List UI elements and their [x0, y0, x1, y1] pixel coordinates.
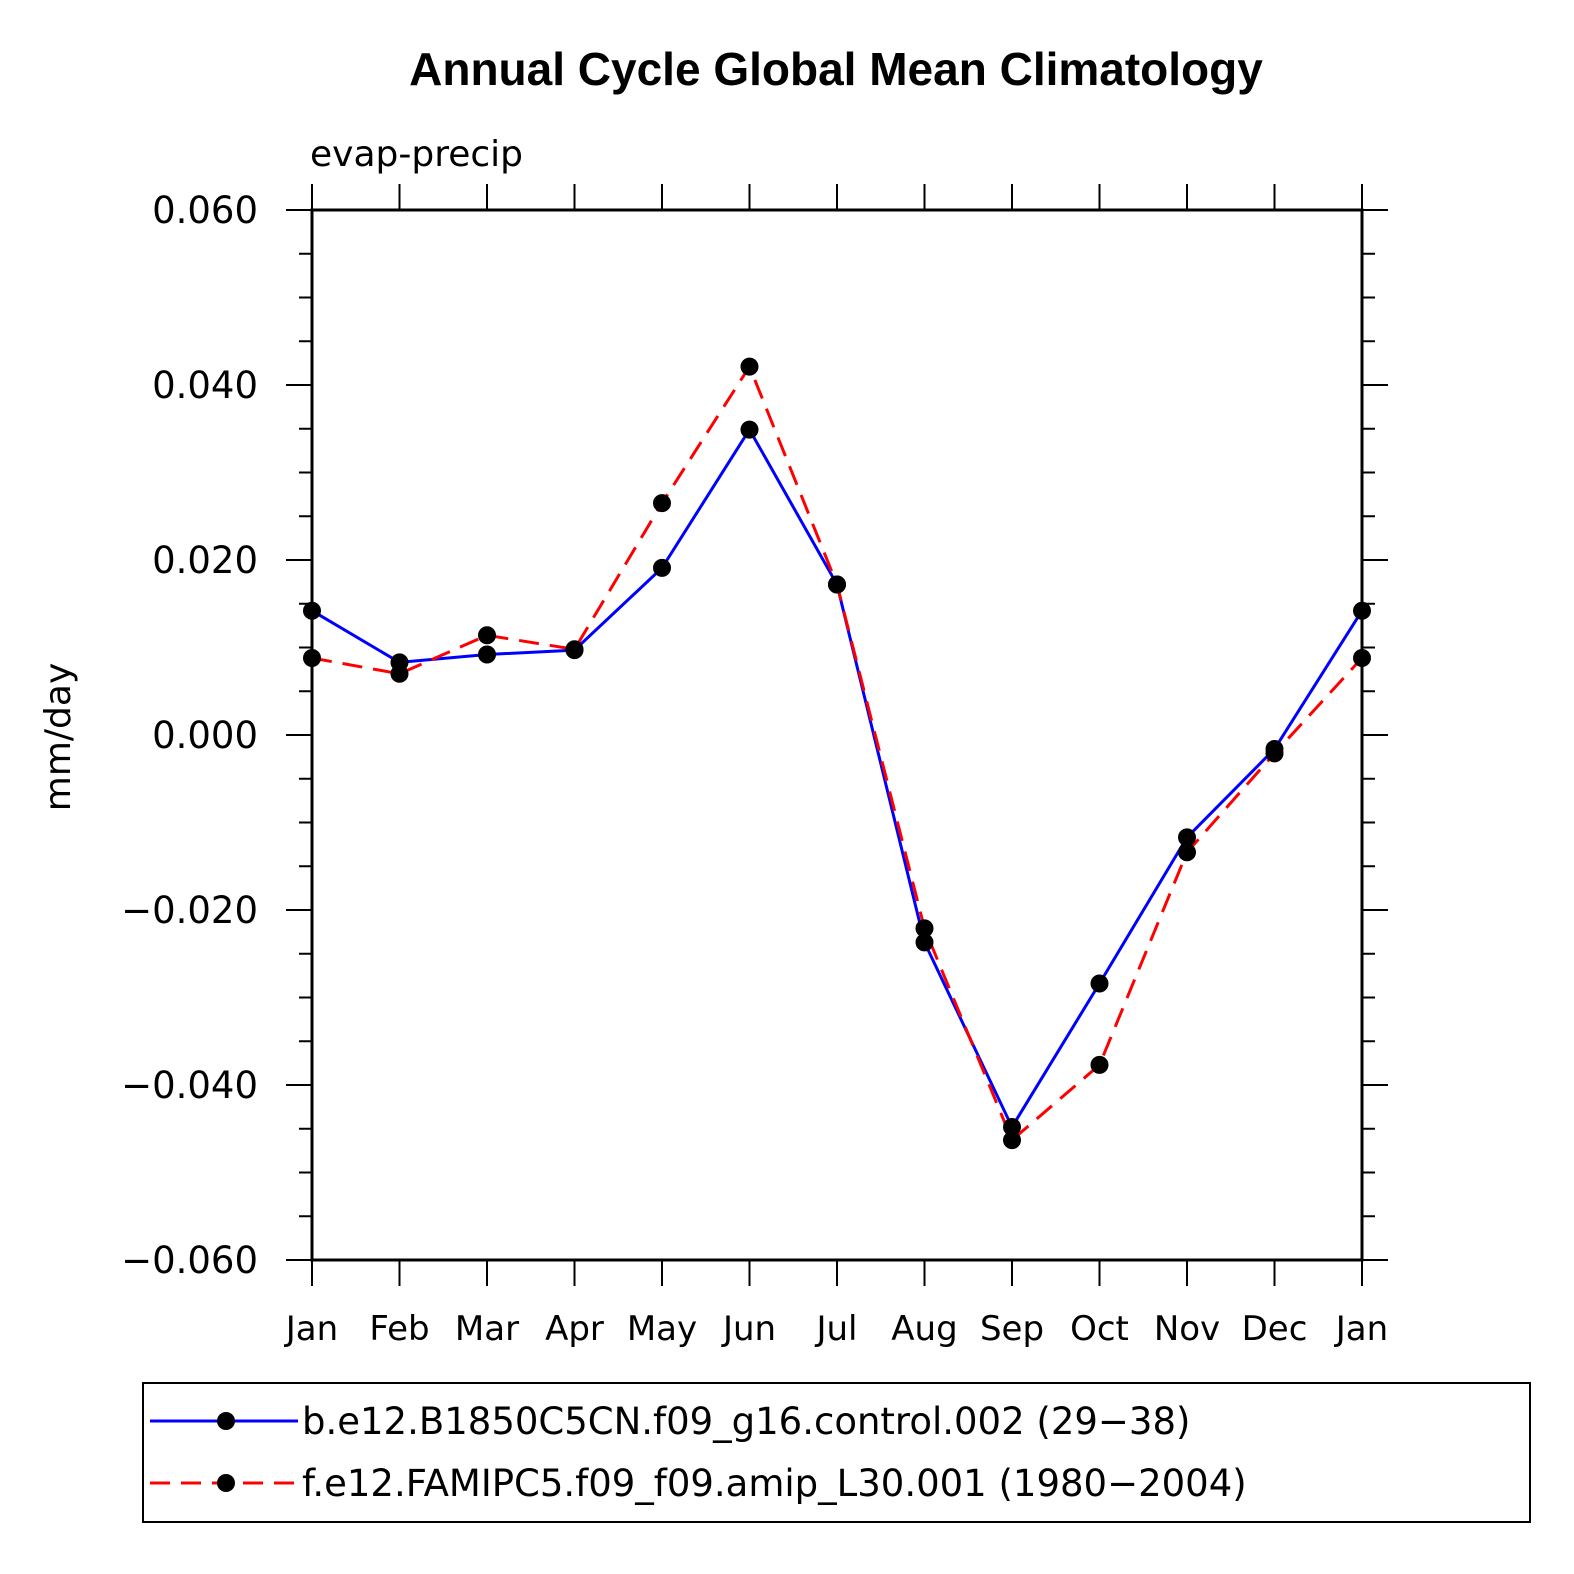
series-line-1: [311, 363, 1364, 1143]
axis-ticks: [286, 184, 1388, 1286]
data-point-1: [390, 664, 409, 683]
data-point-1: [303, 649, 321, 667]
legend: b.e12.B1850C5CN.f09_g16.control.002 (29−…: [142, 1382, 1531, 1523]
y-axis-label: mm/day: [38, 663, 79, 811]
x-tick-label: Dec: [1242, 1309, 1308, 1349]
x-tick-label: May: [627, 1309, 697, 1349]
x-tick-label: Jan: [284, 1309, 338, 1349]
data-point-1: [1353, 649, 1371, 667]
data-point-1: [478, 626, 496, 645]
data-point-1: [1003, 1131, 1021, 1150]
y-tick-label: 0.060: [152, 189, 258, 232]
x-tick-label: Nov: [1154, 1309, 1220, 1349]
chart-subtitle: evap-precip: [310, 134, 523, 175]
x-tick-label: Mar: [455, 1309, 519, 1349]
legend-label-control: b.e12.B1850C5CN.f09_g16.control.002 (29−…: [302, 1400, 1190, 1443]
x-tick-labels: Jan Feb Mar Apr May Jun Jul Aug Sep Oct Nov Dec Jan: [284, 1309, 1388, 1349]
y-tick-label: −0.040: [121, 1064, 258, 1107]
y-tick-label: −0.060: [121, 1239, 258, 1282]
data-point-0: [303, 601, 321, 620]
legend-marker-amip: [217, 1474, 235, 1492]
x-tick-label: Jul: [814, 1309, 857, 1349]
y-tick-label: 0.040: [152, 364, 258, 407]
chart-title: Annual Cycle Global Mean Climatology: [409, 43, 1263, 95]
data-point-0: [1353, 601, 1371, 620]
y-tick-label: 0.020: [152, 539, 258, 582]
data-point-1: [653, 494, 671, 513]
data-point-0: [478, 645, 496, 664]
x-tick-label: Oct: [1070, 1309, 1129, 1349]
legend-label-amip: f.e12.FAMIPC5.f09_f09.amip_L30.001 (1980…: [302, 1462, 1247, 1505]
data-point-1: [740, 357, 759, 376]
data-point-1: [565, 640, 584, 659]
x-tick-label: Feb: [369, 1309, 429, 1349]
legend-box: [142, 1382, 1531, 1523]
y-tick-labels: 0.060 0.040 0.020 0.000 −0.020 −0.040 −0.060: [121, 189, 258, 1282]
legend-marker-control: [217, 1412, 235, 1430]
x-tick-label: Apr: [545, 1309, 604, 1349]
data-point-0: [915, 933, 934, 952]
data-point-0: [740, 420, 759, 439]
y-tick-label: 0.000: [152, 714, 258, 757]
data-point-0: [1003, 1118, 1021, 1136]
x-tick-label: Jun: [721, 1309, 776, 1349]
data-point-1: [1090, 1055, 1109, 1074]
data-point-1: [1265, 744, 1284, 763]
plot-frame: [310, 208, 1364, 1262]
series-group: [303, 357, 1371, 1150]
data-point-1: [828, 575, 846, 594]
x-tick-label: Aug: [891, 1309, 957, 1349]
x-tick-label: Jan: [1334, 1309, 1388, 1349]
data-point-1: [915, 919, 934, 938]
data-point-1: [1178, 843, 1196, 862]
y-tick-label: −0.020: [121, 889, 258, 932]
data-point-0: [1178, 828, 1196, 847]
data-point-0: [653, 558, 671, 577]
x-tick-label: Sep: [980, 1309, 1044, 1349]
series-line-0: [311, 426, 1364, 1131]
data-point-0: [1090, 974, 1109, 993]
